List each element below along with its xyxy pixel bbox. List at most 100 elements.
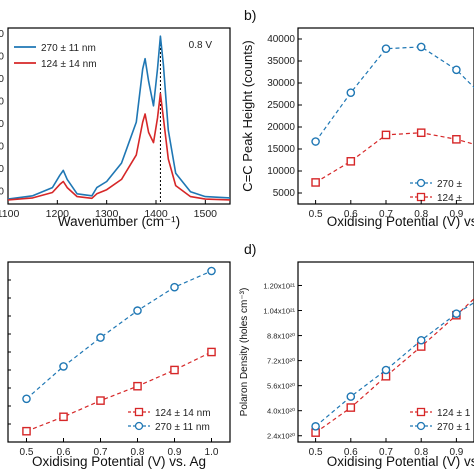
panel-c: Oxidising Potential (V) vs. Ag 124 ± 14 …: [7, 261, 231, 469]
x-tick-label: 0.5: [309, 447, 323, 458]
y-tick-label: 400: [0, 29, 4, 40]
data-point: [170, 365, 179, 375]
panel-d-legend: 124 ± 1 270 ± 1: [410, 407, 471, 433]
x-tick-label: 0.6: [57, 447, 71, 458]
x-tick-label: 1500: [194, 208, 218, 220]
x-tick-label: 0.9: [449, 447, 463, 458]
panel-b-legend-270: 270 ±: [437, 179, 462, 190]
panel-raman-spectra: Wavenumber (cm⁻¹) 0.8 V 270 ± 11 nm 124 …: [0, 27, 231, 229]
panel-a-annotation: 0.8 V: [189, 40, 213, 51]
data-point: [416, 42, 426, 52]
x-tick-label: 1200: [46, 208, 70, 220]
y-tick-label: 25000: [267, 100, 295, 111]
panel-a-xlabel: Wavenumber (cm⁻¹): [58, 214, 180, 229]
series-line-1: [315, 301, 474, 427]
y-tick-label: 50: [0, 187, 4, 198]
legend-marker-124: [416, 407, 426, 417]
x-tick-label: 0.6: [344, 447, 358, 458]
x-tick-label: 0.6: [344, 209, 358, 220]
data-point: [96, 396, 105, 405]
data-point: [346, 157, 356, 166]
x-tick-label: 0.8: [414, 447, 428, 458]
x-tick-label: 0.5: [20, 447, 34, 458]
data-point: [96, 333, 105, 342]
panel-c-legend: 124 ± 14 nm 270 ± 11 nm: [128, 407, 211, 433]
series-line-1: [7, 92, 231, 201]
legend-marker-124: [416, 192, 426, 202]
y-tick-label: 15000: [267, 144, 295, 155]
series-line-0: [26, 351, 212, 432]
panel-d-ylabel: Polaron Density (holes cm⁻³): [239, 288, 250, 417]
y-tick-label: 35000: [267, 56, 295, 67]
data-point: [59, 412, 68, 422]
data-point: [22, 394, 31, 404]
y-tick-label: 200: [0, 119, 4, 130]
data-point: [346, 88, 356, 97]
y-tick-label: 4.0x10²⁰: [267, 407, 295, 416]
y-tick-label: 10000: [267, 166, 295, 177]
x-tick-label: 1400: [144, 208, 168, 220]
panel-b-legend: 270 ± 124 ±: [410, 178, 462, 204]
legend-marker-270: [416, 421, 426, 431]
y-tick-label: 5.6x10²⁰: [267, 382, 295, 391]
x-tick-label: 0.7: [379, 447, 393, 458]
panel-c-legend-270: 270 ± 11 nm: [155, 422, 210, 433]
data-point: [311, 422, 320, 431]
data-point: [416, 128, 426, 138]
y-tick-label: 7.2x10²⁰: [267, 357, 295, 366]
panel-d-legend-270: 270 ± 1: [437, 422, 471, 433]
x-tick-label: 0.5: [309, 209, 323, 220]
data-point: [346, 392, 356, 401]
data-point: [207, 266, 216, 276]
series-line-0: [315, 297, 474, 434]
series-line-0: [315, 46, 474, 142]
legend-marker-270: [134, 421, 144, 431]
y-tick-label: 40000: [267, 34, 295, 45]
data-point: [133, 381, 142, 391]
data-point: [59, 362, 68, 371]
y-tick-label: 1.04x10²¹: [263, 307, 295, 316]
panel-polaron-density: d) Oxidising Potential (V) vs. Polaron D…: [239, 241, 474, 469]
data-point: [311, 137, 320, 146]
x-tick-label: 0.8: [414, 209, 428, 220]
data-point: [452, 309, 461, 318]
y-tick-label: 150: [0, 142, 4, 153]
data-point: [452, 135, 461, 144]
series-line-1: [315, 132, 474, 183]
panel-b-legend-124: 124 ±: [437, 193, 462, 204]
panel-a-legend: 270 ± 11 nm 124 ± 14 nm: [14, 43, 97, 70]
data-point: [381, 44, 391, 53]
x-tick-label: 1.0: [205, 447, 219, 458]
panel-d-legend-124: 124 ± 1: [437, 408, 471, 419]
y-tick-label: 1.20x10²¹: [263, 281, 295, 290]
panel-a-legend-124: 124 ± 14 nm: [41, 59, 97, 70]
x-tick-label: 1300: [95, 208, 119, 220]
data-point: [381, 130, 391, 140]
data-point: [207, 347, 216, 357]
panel-b-ylabel: C=C Peak Height (counts): [240, 40, 255, 191]
x-tick-label: 0.7: [94, 447, 108, 458]
plot-area: [311, 297, 474, 437]
x-tick-label: 1100: [0, 208, 19, 220]
x-tick-label: 0.8: [131, 447, 145, 458]
y-tick-label: 30000: [267, 78, 295, 89]
y-tick-label: 350: [0, 52, 4, 63]
x-tick-label: 0.9: [168, 447, 182, 458]
data-point: [22, 426, 31, 436]
legend-marker-124: [134, 407, 144, 417]
panel-a-frame: [7, 27, 231, 205]
y-tick-label: 300: [0, 74, 4, 85]
data-point: [170, 282, 179, 292]
x-tick-label: 0.9: [449, 209, 463, 220]
data-point: [311, 178, 320, 187]
data-point: [416, 335, 426, 345]
series-line-1: [26, 270, 212, 400]
panel-d-label: d): [244, 241, 256, 257]
y-tick-label: 250: [0, 97, 4, 108]
x-tick-label: 0.7: [379, 209, 393, 220]
panel-c-legend-124: 124 ± 14 nm: [155, 408, 211, 419]
series-line-0: [7, 35, 231, 200]
panel-b-label: b): [244, 7, 256, 23]
y-tick-label: 5000: [273, 188, 296, 199]
